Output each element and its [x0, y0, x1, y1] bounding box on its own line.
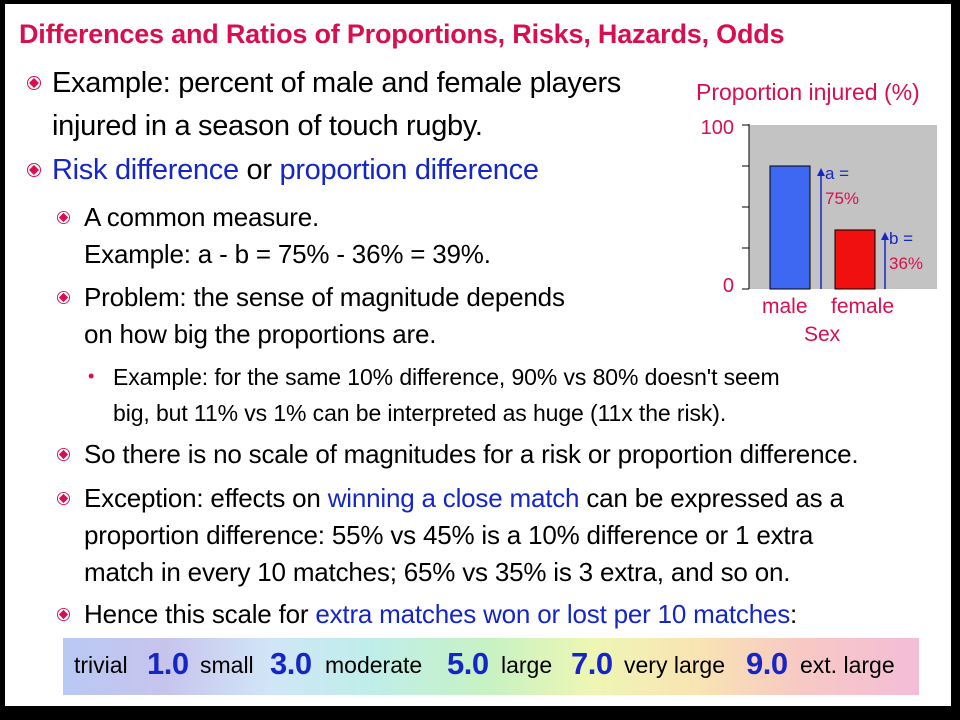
- scale-threshold-4: 7.0: [571, 646, 613, 681]
- bullet-2-line: Risk difference or proportion difference: [52, 154, 539, 187]
- x-axis-label: Sex: [804, 323, 841, 346]
- extra-matches-term: extra matches won or lost per 10 matches: [315, 599, 791, 629]
- x-category-female: female: [831, 295, 895, 318]
- scale-threshold-1: 1.0: [147, 646, 189, 681]
- annotation-a-value: 75%: [825, 189, 860, 208]
- bullet-diamond-icon: [57, 448, 70, 461]
- chart-title: Proportion injured (%): [696, 79, 920, 105]
- annotation-a-label: a =: [825, 164, 850, 183]
- hence-colon: :: [790, 599, 798, 629]
- bullet-diamond-icon: [57, 608, 70, 621]
- bullet-diamond-icon: [57, 211, 70, 224]
- x-category-male: male: [762, 295, 808, 318]
- scale-threshold-5: 9.0: [746, 646, 788, 681]
- bar-female: [834, 229, 876, 290]
- proportion-difference-term: proportion difference: [279, 154, 539, 186]
- annotation-b-label: b =: [889, 229, 914, 248]
- arrow-b-head: [881, 231, 889, 240]
- bullet-1-line-1: Example: percent of male and female play…: [52, 67, 622, 99]
- y-tick-label-100: 100: [700, 117, 734, 139]
- exception-tail: can be expressed as a: [579, 483, 844, 513]
- bullet-1-line-2: injured in a season of touch rugby.: [52, 110, 483, 142]
- scale-word-large: large: [501, 652, 553, 678]
- bullet-2-or: or: [238, 154, 280, 186]
- slide-title: Differences and Ratios of Proportions, R…: [19, 19, 785, 49]
- sub-bullet-1-line-2: Example: a - b = 75% - 36% = 39%.: [84, 239, 491, 269]
- sub-bullet-4-line-1: Exception: effects on winning a close ma…: [84, 483, 844, 514]
- hence-lead: Hence this scale for: [84, 599, 316, 629]
- bullet-diamond-icon: [27, 163, 41, 177]
- sub-bullet-4-line-3: match in every 10 matches; 65% vs 35% is…: [84, 557, 791, 587]
- sub-bullet-1-line-1: A common measure.: [84, 202, 320, 232]
- bullet-diamond-icon: [27, 76, 41, 90]
- bullet-diamond-icon: [57, 492, 70, 505]
- scale-word-small: small: [200, 652, 254, 678]
- y-tick-label-0: 0: [722, 275, 734, 297]
- scale-threshold-2: 3.0: [270, 646, 312, 681]
- risk-difference-term: Risk difference: [52, 154, 239, 186]
- sub-sub-bullet-line-1: Example: for the same 10% difference, 90…: [113, 364, 780, 390]
- magnitude-scale-bar: trivial 1.0 small 3.0 moderate 5.0 large…: [63, 638, 919, 695]
- sub-bullet-4-line-2: proportion difference: 55% vs 45% is a 1…: [84, 520, 814, 550]
- bullet-diamond-icon: [57, 291, 70, 304]
- scale-word-moderate: moderate: [325, 652, 423, 678]
- annotation-b-value: 36%: [889, 254, 924, 273]
- bullet-dot-icon: •: [88, 366, 95, 386]
- sub-bullet-2-line-1: Problem: the sense of magnitude depends: [84, 282, 565, 312]
- sub-bullet-3-line: So there is no scale of magnitudes for a…: [84, 439, 859, 469]
- slide: Differences and Ratios of Proportions, R…: [5, 4, 951, 706]
- sub-sub-bullet-line-2: big, but 11% vs 1% can be interpreted as…: [113, 400, 727, 426]
- winning-close-match-term: winning a close match: [327, 483, 580, 513]
- scale-word-ext-large: ext. large: [800, 652, 895, 678]
- sub-bullet-5-line: Hence this scale for extra matches won o…: [84, 599, 797, 630]
- arrow-a-head: [817, 168, 825, 176]
- bar-male: [769, 165, 811, 290]
- exception-lead: Exception: effects on: [84, 483, 328, 513]
- scale-word-very-large: very large: [624, 652, 725, 678]
- scale-threshold-3: 5.0: [447, 646, 489, 681]
- sub-bullet-2-line-2: on how big the proportions are.: [84, 319, 437, 349]
- scale-word-trivial: trivial: [74, 652, 128, 678]
